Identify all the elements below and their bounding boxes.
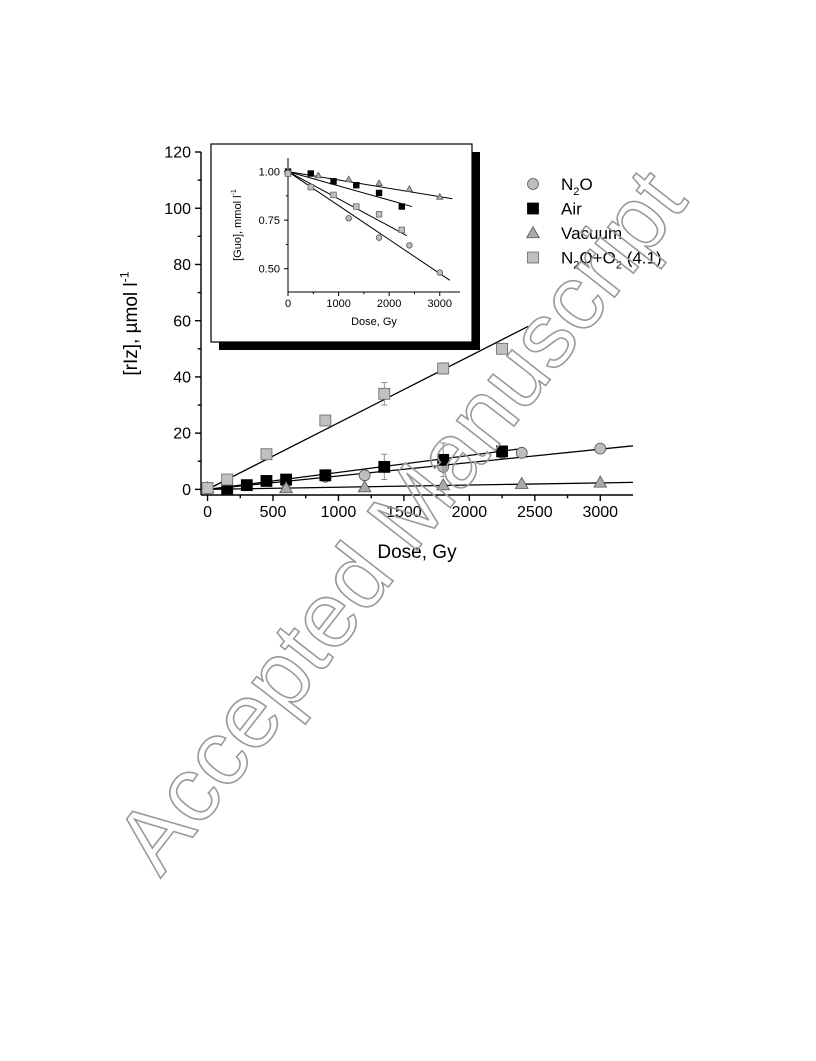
y-tick-label: 60	[173, 313, 191, 330]
data-point	[436, 478, 451, 491]
data-point	[435, 192, 444, 200]
y-tick-label: 80	[173, 257, 191, 274]
fit-line	[287, 171, 453, 200]
legend-label: N2​O	[561, 175, 593, 198]
data-point	[375, 189, 383, 197]
y-tick-label: 100	[164, 201, 191, 218]
x-tick-label: 3000	[582, 504, 618, 521]
y-axis-title: [Guo], mmol l-1​	[230, 189, 244, 261]
y-tick-label: 0.50	[259, 264, 280, 276]
data-point	[405, 185, 414, 192]
data-point	[378, 460, 391, 473]
legend-marker	[527, 251, 539, 264]
data-point	[314, 171, 323, 179]
x-tick-label: 500	[260, 504, 287, 521]
fit-line	[287, 171, 451, 281]
data-point	[284, 170, 292, 177]
inset-chart: 0 1000 2000 3000 0.50 0.75 1.00 Dose, Gy [Guo], …	[210, 143, 480, 350]
data-point	[260, 475, 273, 487]
data-point	[436, 269, 443, 276]
x-tick-label: 2000	[452, 504, 488, 521]
data-point	[398, 203, 406, 210]
data-point	[437, 453, 450, 466]
data-point	[594, 442, 607, 455]
y-tick-label: 20	[173, 426, 191, 443]
legend-label: N2​O+O2​ (4:1)	[561, 249, 662, 272]
data-point	[345, 215, 352, 222]
x-tick-label: 0	[203, 504, 212, 521]
fit-line	[207, 481, 634, 491]
fit-line	[207, 325, 529, 490]
data-point	[279, 480, 294, 494]
data-point	[496, 342, 508, 355]
legend-label: Vacuum	[561, 224, 622, 243]
data-point	[375, 179, 383, 187]
x-tick-label: 3000	[428, 298, 452, 310]
data-point	[240, 479, 253, 492]
data-point	[375, 234, 383, 241]
data-point	[398, 226, 406, 234]
fit-line	[287, 171, 408, 237]
y-tick-label: 0	[182, 482, 191, 499]
x-axis-title: Dose, Gy	[377, 542, 457, 563]
x-tick-label: 1000	[321, 504, 357, 521]
data-point	[330, 191, 337, 199]
inset-frame	[210, 143, 473, 343]
legend-marker	[527, 202, 539, 215]
x-tick-label: 1500	[386, 504, 422, 521]
x-axis-title: Dose, Gy	[351, 316, 397, 328]
data-point	[515, 446, 528, 459]
data-point	[319, 469, 332, 482]
data-point	[201, 482, 214, 494]
data-point	[406, 242, 413, 249]
data-point	[344, 175, 353, 183]
data-point	[319, 414, 332, 427]
x-tick-label: 2000	[377, 298, 401, 310]
legend-label: Air	[561, 200, 582, 219]
x-tick-label: 1000	[326, 298, 350, 310]
data-point	[260, 448, 273, 461]
data-point	[330, 178, 337, 185]
legend-marker	[527, 178, 539, 190]
data-point	[353, 181, 360, 189]
fit-line	[207, 447, 522, 491]
data-point	[353, 203, 360, 210]
y-axis-title: [rIz], µmol l-1​	[117, 271, 142, 375]
data-point	[307, 170, 314, 177]
legend: N2​O Air Vacuum N2​O+O2​ (4:1)	[525, 175, 662, 272]
data-point	[375, 211, 383, 218]
x-tick-label: 2500	[517, 504, 553, 521]
legend-marker	[525, 225, 541, 239]
data-point	[221, 473, 234, 486]
data-point	[496, 445, 508, 458]
data-point	[378, 387, 391, 400]
y-tick-label: 120	[164, 145, 191, 162]
main-chart: 0 500 1000 1500 2000 2500 3000 0 20 40 60 80 100 120 D…	[117, 145, 634, 563]
y-tick-label: 40	[173, 370, 191, 387]
y-tick-label: 1.00	[259, 166, 280, 178]
data-point	[514, 476, 529, 489]
data-point	[437, 362, 450, 375]
x-tick-label: 0	[285, 298, 291, 310]
data-point	[357, 479, 372, 493]
fit-line	[207, 445, 634, 491]
data-point	[307, 183, 314, 191]
y-tick-label: 0.75	[259, 215, 280, 227]
fit-line	[287, 171, 413, 208]
data-point	[593, 475, 608, 488]
